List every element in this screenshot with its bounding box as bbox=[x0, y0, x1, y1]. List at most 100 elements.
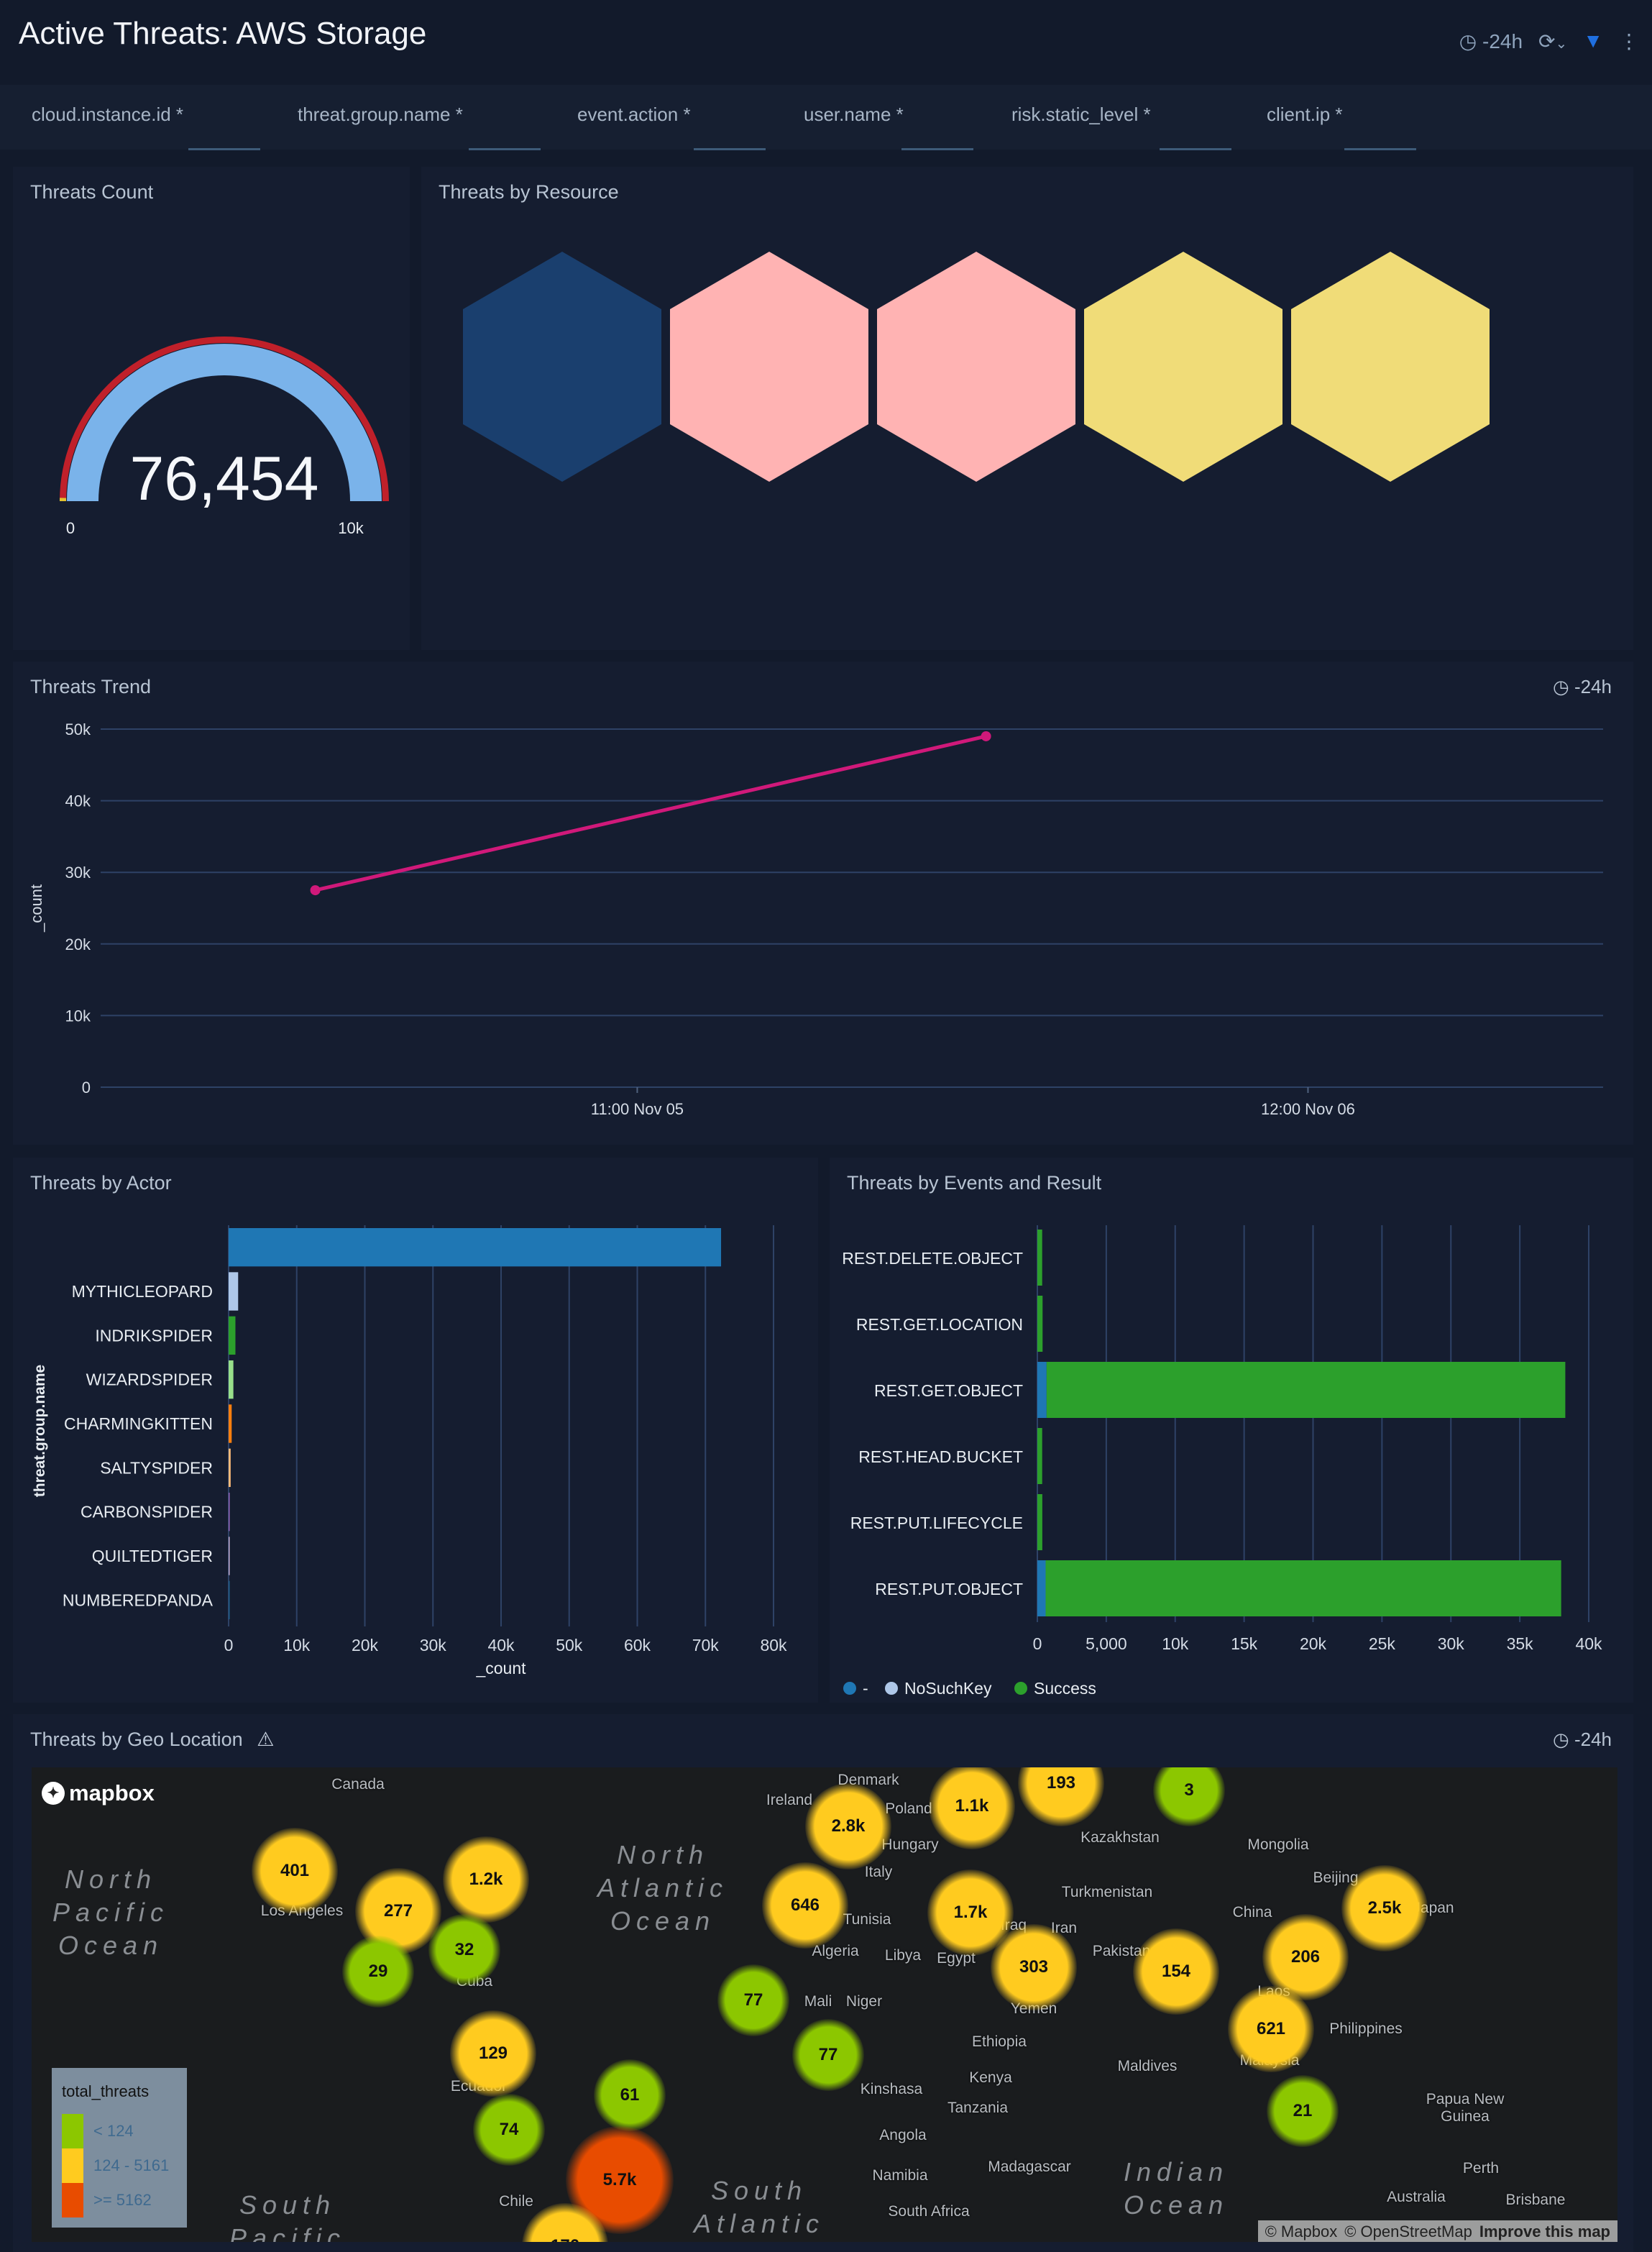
threat-cluster[interactable]: 32 bbox=[428, 1914, 500, 1986]
threat-cluster[interactable]: 77 bbox=[717, 1964, 789, 2036]
x-tick-label: 11:00 Nov 05 bbox=[591, 1100, 684, 1118]
x-tick-label: 25k bbox=[1369, 1634, 1396, 1653]
panel-title-text: Threats by Geo Location bbox=[30, 1729, 243, 1750]
x-axis-label: _count bbox=[475, 1659, 526, 1677]
stacked-bar-chart: 0 5,000 10k 15k 20k 25k 30k 35k 40k REST.DELETE.O… bbox=[842, 1225, 1602, 1698]
filter-icon[interactable]: ▼ bbox=[1583, 29, 1603, 52]
threat-cluster[interactable]: 61 bbox=[594, 2059, 666, 2131]
panel-title: Threats by Geo Location ⚠ bbox=[30, 1729, 274, 1751]
refresh-button[interactable]: ⟳⌄ bbox=[1538, 29, 1567, 53]
improve-map-link[interactable]: Improve this map bbox=[1479, 2223, 1610, 2240]
threat-cluster[interactable]: 21 bbox=[1267, 2075, 1339, 2147]
filter-value[interactable]: * bbox=[1335, 104, 1343, 125]
threat-cluster[interactable]: 303 bbox=[991, 1924, 1077, 2010]
panel-title: Threats Trend bbox=[30, 676, 152, 697]
header-actions: ◷ -24h ⟳⌄ ▼ ⋮ bbox=[1459, 23, 1652, 59]
filter-cloud-instance-id[interactable]: cloud.instance.id * bbox=[32, 104, 260, 150]
filter-value[interactable]: * bbox=[896, 104, 904, 125]
gauge-value-arc bbox=[67, 344, 382, 501]
resource-hexagon[interactable] bbox=[877, 252, 1075, 482]
resource-hexagon[interactable] bbox=[463, 252, 661, 482]
place-label: Angola bbox=[879, 2127, 927, 2143]
threat-cluster[interactable]: 2.8k bbox=[805, 1783, 891, 1869]
clock-icon: ◷ bbox=[1553, 1729, 1569, 1750]
threat-cluster[interactable]: 77 bbox=[792, 2019, 864, 2091]
legend-label: 124 - 5161 bbox=[93, 2156, 170, 2174]
filter-value[interactable]: * bbox=[683, 104, 691, 125]
place-label: Italy bbox=[864, 1864, 893, 1880]
threat-cluster[interactable]: 2.5k bbox=[1341, 1865, 1428, 1951]
legend-label: - bbox=[863, 1679, 868, 1698]
filter-value[interactable]: * bbox=[455, 104, 463, 125]
filter-event-action[interactable]: event.action * bbox=[577, 104, 766, 150]
threat-cluster[interactable]: 621 bbox=[1228, 1986, 1314, 2072]
mapbox-logo[interactable]: ✦ mapbox bbox=[42, 1780, 155, 1806]
gauge-value: 76,454 bbox=[129, 444, 318, 513]
filter-threat-group-name[interactable]: threat.group.name * bbox=[298, 104, 541, 150]
filter-input-underline bbox=[1344, 148, 1416, 150]
filter-input-underline bbox=[901, 148, 973, 150]
x-tick-label: 0 bbox=[1033, 1634, 1042, 1653]
legend-title: total_threats bbox=[62, 2082, 150, 2100]
filter-user-name[interactable]: user.name * bbox=[804, 104, 973, 150]
threats-trend-panel: Threats Trend ◷ -24h 0 10k 20k 30k 40k 50k 11:… bbox=[13, 662, 1633, 1145]
place-label: Kinshasa bbox=[860, 2081, 923, 2097]
threat-cluster[interactable]: 1.2k bbox=[443, 1836, 529, 1923]
threat-cluster[interactable]: 193 bbox=[1018, 1767, 1104, 1826]
legend-label: Success bbox=[1034, 1679, 1096, 1698]
map-attribution: © Mapbox © OpenStreetMap Improve this ma… bbox=[1257, 2220, 1617, 2242]
time-range-button[interactable]: ◷ -24h bbox=[1459, 29, 1523, 53]
bar-segment-Success bbox=[1046, 1362, 1566, 1418]
time-range-indicator: ◷ -24h bbox=[1553, 676, 1612, 698]
filter-label: user.name bbox=[804, 104, 891, 125]
clock-icon: ◷ bbox=[1459, 29, 1477, 52]
category-label: REST.GET.OBJECT bbox=[874, 1381, 1023, 1400]
panel-title: Threats by Events and Result bbox=[847, 1172, 1102, 1194]
threat-cluster[interactable]: 1.1k bbox=[929, 1767, 1015, 1849]
threat-cluster[interactable]: 29 bbox=[342, 1936, 414, 2008]
gauge-chart: 76,454 0 10k bbox=[60, 337, 389, 537]
category-label: CHARMINGKITTEN bbox=[64, 1414, 213, 1433]
resource-hexagon[interactable] bbox=[1084, 252, 1282, 482]
legend-item: 124 - 5161 bbox=[62, 2148, 169, 2183]
threat-cluster[interactable]: 401 bbox=[252, 1828, 338, 1914]
legend-swatch bbox=[885, 1682, 898, 1695]
filter-input-underline bbox=[694, 148, 766, 150]
ocean-label: South Atlantic bbox=[693, 2176, 825, 2238]
world-map[interactable]: ✦ mapbox total_threats < 124 124 - 5161 >= … bbox=[32, 1767, 1617, 2242]
category-label: QUILTEDTIGER bbox=[92, 1547, 213, 1565]
bar-chart: 0 10k 20k 30k 40k 50k 60k 70k 80k MYTHICLEOPARD IN… bbox=[32, 1225, 787, 1677]
threat-cluster[interactable]: 154 bbox=[1133, 1928, 1219, 2015]
osm-attribution-link[interactable]: © OpenStreetMap bbox=[1344, 2223, 1472, 2240]
threats-by-events-panel: Threats by Events and Result 0 5,000 10k 15… bbox=[830, 1158, 1633, 1703]
kebab-menu-icon[interactable]: ⋮ bbox=[1619, 29, 1639, 52]
mapbox-attribution-link[interactable]: © Mapbox bbox=[1265, 2223, 1338, 2240]
threat-cluster[interactable]: 74 bbox=[473, 2094, 545, 2166]
y-tick-label: 40k bbox=[65, 792, 91, 810]
gauge-max-label: 10k bbox=[338, 519, 364, 537]
threat-cluster[interactable]: 646 bbox=[762, 1862, 848, 1949]
place-label: Tanzania bbox=[947, 2100, 1009, 2116]
filter-client-ip[interactable]: client.ip * bbox=[1267, 104, 1416, 150]
x-tick-label: 12:00 Nov 06 bbox=[1261, 1100, 1355, 1118]
place-label: Philippines bbox=[1329, 2020, 1403, 2037]
threat-cluster[interactable]: 3 bbox=[1153, 1767, 1225, 1826]
resource-hexagon[interactable] bbox=[1291, 252, 1490, 482]
resource-hexagon[interactable] bbox=[670, 252, 868, 482]
y-tick-label: 50k bbox=[65, 720, 91, 738]
threats-by-resource-panel: Threats by Resource bbox=[421, 167, 1633, 650]
time-range-label: -24h bbox=[1482, 29, 1523, 52]
x-tick-label: 0 bbox=[224, 1636, 234, 1654]
filter-label: event.action bbox=[577, 104, 679, 125]
panel-title: Threats Count bbox=[30, 181, 154, 203]
panel-title: Threats by Actor bbox=[30, 1172, 172, 1194]
threat-cluster[interactable]: 129 bbox=[450, 2010, 536, 2097]
warning-icon[interactable]: ⚠ bbox=[257, 1729, 275, 1750]
x-tick-label: 40k bbox=[487, 1636, 515, 1654]
filter-risk-static-level[interactable]: risk.static_level * bbox=[1011, 104, 1231, 150]
filter-input-underline bbox=[188, 148, 260, 150]
x-tick-label: 80k bbox=[760, 1636, 787, 1654]
filter-value[interactable]: * bbox=[1143, 104, 1151, 125]
bar bbox=[229, 1404, 232, 1443]
filter-value[interactable]: * bbox=[175, 104, 184, 125]
